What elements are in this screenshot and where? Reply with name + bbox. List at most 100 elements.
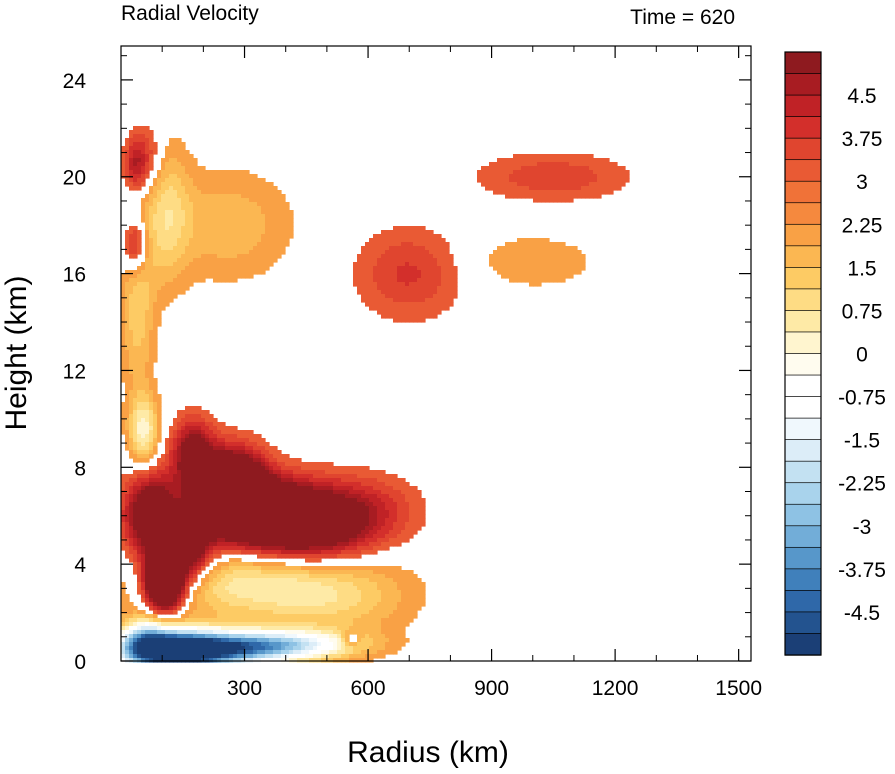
heatmap-cell [397, 498, 402, 503]
heatmap-cell [141, 430, 146, 435]
heatmap-cell [221, 470, 226, 475]
heatmap-cell [501, 174, 506, 179]
heatmap-cell [141, 154, 146, 159]
heatmap-cell [141, 434, 146, 439]
heatmap-cell [173, 274, 178, 279]
heatmap-cell [273, 474, 278, 479]
heatmap-cell [401, 234, 406, 239]
heatmap-cell [337, 546, 342, 551]
heatmap-cell [137, 286, 142, 291]
heatmap-cell [557, 170, 562, 175]
heatmap-cell [397, 254, 402, 259]
heatmap-cell [177, 146, 182, 151]
heatmap-cell [185, 242, 190, 247]
heatmap-cell [181, 566, 186, 571]
heatmap-cell [389, 578, 394, 583]
heatmap-cell [125, 282, 130, 287]
heatmap-cell [201, 450, 206, 455]
heatmap-cell [281, 494, 286, 499]
heatmap-cell [181, 262, 186, 267]
heatmap-cell [337, 478, 342, 483]
heatmap-cell [569, 186, 574, 191]
heatmap-cell [577, 158, 582, 163]
heatmap-cell [365, 514, 370, 519]
heatmap-cell [125, 478, 130, 483]
heatmap-cell [421, 498, 426, 503]
heatmap-cell [377, 282, 382, 287]
heatmap-cell [133, 278, 138, 283]
heatmap-cell [445, 298, 450, 303]
heatmap-cell [125, 138, 130, 143]
heatmap-cell [381, 290, 386, 295]
heatmap-cell [325, 518, 330, 523]
heatmap-cell [125, 546, 130, 551]
heatmap-cell [185, 194, 190, 199]
heatmap-cell [585, 190, 590, 195]
heatmap-cell [333, 530, 338, 535]
heatmap-cell [293, 550, 298, 555]
heatmap-cell [145, 430, 150, 435]
heatmap-cell [297, 582, 302, 587]
heatmap-cell [165, 442, 170, 447]
heatmap-cell [185, 230, 190, 235]
heatmap-cell [249, 478, 254, 483]
heatmap-cell [145, 370, 150, 375]
heatmap-cell [133, 302, 138, 307]
heatmap-cell [605, 174, 610, 179]
heatmap-cell [185, 430, 190, 435]
heatmap-cell [593, 162, 598, 167]
heatmap-cell [133, 362, 138, 367]
heatmap-cell [213, 494, 218, 499]
heatmap-cell [213, 450, 218, 455]
heatmap-cell [205, 410, 210, 415]
heatmap-cell [237, 454, 242, 459]
heatmap-cell [369, 250, 374, 255]
heatmap-cell [157, 466, 162, 471]
heatmap-cell [193, 454, 198, 459]
heatmap-cell [273, 198, 278, 203]
heatmap-cell [153, 354, 158, 359]
heatmap-cell [365, 258, 370, 263]
heatmap-cell [357, 478, 362, 483]
heatmap-cell [389, 482, 394, 487]
heatmap-cell [137, 330, 142, 335]
heatmap-cell [225, 474, 230, 479]
heatmap-cell [125, 250, 130, 255]
heatmap-cell [425, 290, 430, 295]
heatmap-cell [157, 414, 162, 419]
heatmap-cell [165, 210, 170, 215]
heatmap-cell [405, 234, 410, 239]
heatmap-cell [129, 322, 134, 327]
heatmap-cell [149, 150, 154, 155]
heatmap-cell [353, 278, 358, 283]
heatmap-cell [405, 278, 410, 283]
heatmap-cell [345, 466, 350, 471]
heatmap-cell [121, 314, 126, 319]
heatmap-cell [393, 310, 398, 315]
heatmap-cell [205, 426, 210, 431]
heatmap-cell [249, 474, 254, 479]
heatmap-cell [137, 366, 142, 371]
heatmap-cell [209, 522, 214, 527]
heatmap-cell [241, 518, 246, 523]
heatmap-cell [249, 254, 254, 259]
heatmap-cell [153, 194, 158, 199]
heatmap-cell [289, 550, 294, 555]
heatmap-cell [141, 162, 146, 167]
heatmap-cell [209, 538, 214, 543]
heatmap-cell [185, 250, 190, 255]
heatmap-cell [261, 478, 266, 483]
heatmap-cell [565, 154, 570, 159]
heatmap-cell [137, 474, 142, 479]
heatmap-cell [253, 470, 258, 475]
heatmap-cell [413, 514, 418, 519]
heatmap-cell [289, 218, 294, 223]
heatmap-cell [601, 182, 606, 187]
heatmap-cell [269, 526, 274, 531]
heatmap-cell [497, 174, 502, 179]
heatmap-cell [429, 302, 434, 307]
heatmap-cell [193, 550, 198, 555]
heatmap-cell [149, 542, 154, 547]
heatmap-cell [325, 462, 330, 467]
heatmap-cell [537, 282, 542, 287]
